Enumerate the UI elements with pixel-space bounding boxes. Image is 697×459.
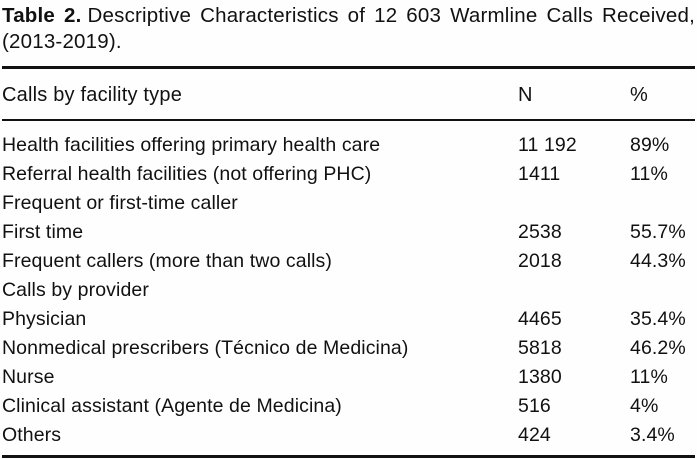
col-header-n: N <box>518 67 630 121</box>
table-row: Clinical assistant (Agente de Medicina) … <box>2 392 695 421</box>
row-pct <box>630 189 695 218</box>
row-n: 424 <box>518 424 551 446</box>
row-label: Clinical assistant (Agente de Medicina) <box>2 395 342 417</box>
row-label: Calls by provider <box>2 279 149 301</box>
table-row: First time 2538 55.7% <box>2 218 695 247</box>
table-row: Nonmedical prescribers (Técnico de Medic… <box>2 334 695 363</box>
row-pct: 4% <box>630 395 659 417</box>
row-n: 5818 <box>518 337 562 359</box>
row-n: 1411 <box>518 163 561 185</box>
row-n: 2018 <box>518 250 562 272</box>
row-pct: 11% <box>630 163 668 185</box>
table-row: Frequent or first-time caller <box>2 189 695 218</box>
row-label: Frequent callers (more than two calls) <box>2 250 333 272</box>
row-n: 516 <box>518 395 551 417</box>
table-row: Calls by provider <box>2 276 695 305</box>
row-pct <box>630 276 695 305</box>
col-header-facility-type: Calls by facility type <box>2 67 518 121</box>
table-row: Physician 4465 35.4% <box>2 305 695 334</box>
caption-text: Descriptive Characteristics of 12 603 Wa… <box>2 4 695 53</box>
table-row: Health facilities offering primary healt… <box>2 120 695 160</box>
row-label: Health facilities offering primary healt… <box>2 134 381 156</box>
row-n: 11 192 <box>518 134 577 156</box>
row-label: Nurse <box>2 366 55 388</box>
row-pct: 35.4% <box>630 308 686 330</box>
row-label: Physician <box>2 308 87 330</box>
table-row: Referral health facilities (not offering… <box>2 160 695 189</box>
table-row: Others 424 3.4% <box>2 421 695 457</box>
data-table: Calls by facility type N % Health facili… <box>2 66 695 458</box>
header-row: Calls by facility type N % <box>2 67 695 121</box>
row-pct: 3.4% <box>630 424 675 446</box>
row-pct: 89% <box>630 134 670 156</box>
row-n <box>518 276 630 305</box>
row-n: 4465 <box>518 308 562 330</box>
row-label: Nonmedical prescribers (Técnico de Medic… <box>2 337 409 359</box>
row-pct: 46.2% <box>630 337 686 359</box>
table-caption: Table 2. Descriptive Characteristics of 1… <box>2 2 695 55</box>
row-label: Referral health facilities (not offering… <box>2 163 372 185</box>
row-label: Frequent or first-time caller <box>2 192 238 214</box>
table-row: Nurse 1380 11% <box>2 363 695 392</box>
row-label: Others <box>2 424 62 446</box>
row-n: 2538 <box>518 221 562 243</box>
row-pct: 11% <box>630 366 668 388</box>
row-pct: 55.7% <box>630 221 686 243</box>
row-label: First time <box>2 221 84 243</box>
row-n: 1380 <box>518 366 562 388</box>
col-header-pct: % <box>630 67 695 121</box>
row-pct: 44.3% <box>630 250 686 272</box>
row-n <box>518 189 630 218</box>
table-row: Frequent callers (more than two calls) 2… <box>2 247 695 276</box>
table-number: Table 2. <box>2 4 82 27</box>
